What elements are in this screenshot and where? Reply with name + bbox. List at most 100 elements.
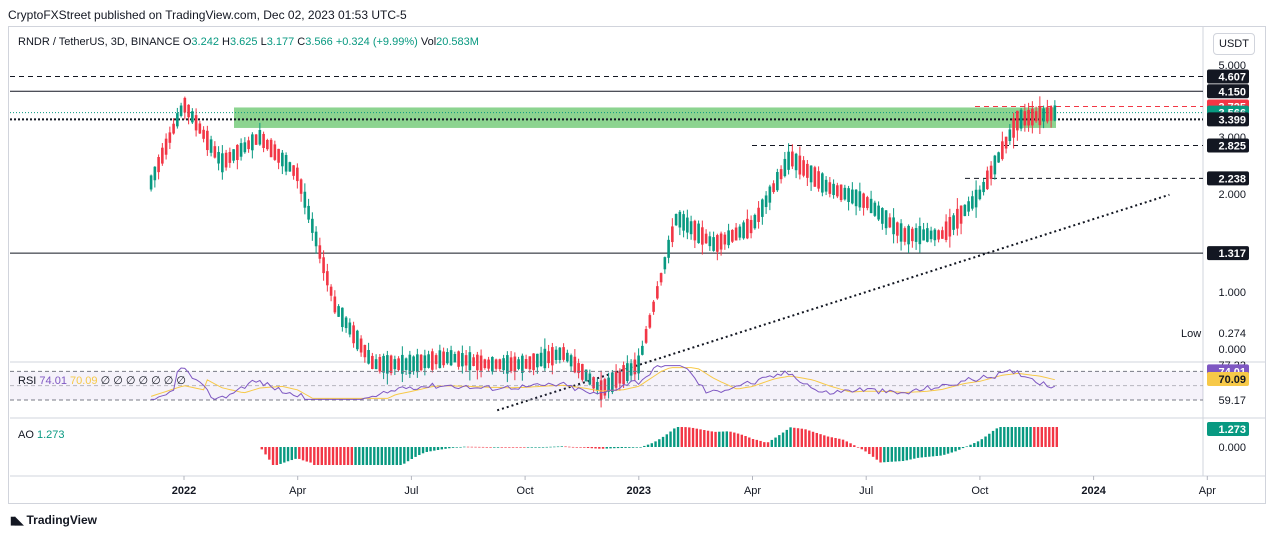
candle-body: [307, 205, 310, 220]
candle-body: [176, 113, 179, 127]
ao-histogram-bar: [489, 447, 492, 448]
candle-body: [757, 207, 760, 222]
ao-histogram-bar: [324, 447, 327, 465]
ao-histogram-bar: [826, 436, 830, 447]
ao-histogram-bar: [568, 446, 571, 448]
candle-body: [1046, 107, 1049, 122]
ao-histogram-bar: [418, 447, 421, 456]
candle-body: [228, 152, 232, 163]
y-tick-label: 5.000: [1218, 60, 1246, 72]
candle-body: [753, 214, 757, 229]
price-label-badge: [1207, 138, 1249, 153]
ao-histogram-bar: [980, 439, 983, 447]
ao-histogram-bar: [384, 447, 387, 465]
candle-body: [427, 354, 430, 368]
ao-histogram-bar: [815, 432, 818, 447]
ao-histogram-bar: [339, 447, 342, 465]
price-label-text: 3.399: [1218, 114, 1246, 126]
ao-histogram-bar: [725, 431, 728, 447]
candle-body: [914, 228, 918, 242]
low-label: L: [260, 36, 267, 48]
ao-histogram-bar: [684, 427, 687, 447]
candle-body: [187, 104, 190, 118]
candle-body: [191, 111, 194, 123]
ao-histogram-bar: [508, 447, 511, 448]
candle-body: [412, 356, 415, 372]
candle-body: [644, 329, 648, 343]
candle-body: [431, 351, 434, 370]
rsi-legend: RSI 74.01 70.09 ∅ ∅ ∅ ∅ ∅ ∅ ∅: [18, 374, 186, 387]
candle-body: [224, 152, 228, 168]
candle-body: [839, 184, 843, 201]
ao-histogram-bar: [451, 447, 455, 448]
ao-histogram-bar: [290, 447, 293, 461]
ao-histogram-bar: [856, 447, 860, 448]
ao-histogram-bar: [406, 447, 410, 462]
ao-histogram-bar: [279, 447, 282, 464]
rsi-label[interactable]: RSI: [18, 375, 37, 387]
price-label-text: 1.317: [1218, 248, 1246, 260]
ao-histogram-bar: [943, 447, 946, 455]
ao-histogram-bar: [635, 447, 638, 448]
ao-histogram-bar: [579, 447, 582, 448]
ao-histogram-bar: [879, 447, 882, 463]
candle-body: [663, 257, 667, 270]
ao-histogram-bar: [609, 447, 612, 449]
candle-body: [359, 338, 363, 353]
candle-body: [967, 201, 970, 212]
ao-histogram-bar: [1018, 427, 1021, 447]
ao-histogram-bar: [1029, 427, 1032, 447]
candle-body: [851, 189, 854, 204]
candle-body: [269, 139, 273, 158]
ao-histogram-bar: [1044, 427, 1047, 447]
ao-histogram-bar: [470, 446, 473, 448]
ao-histogram-bar: [331, 447, 335, 465]
candle-body: [858, 191, 862, 208]
ao-histogram-bar: [699, 429, 702, 447]
ao-histogram-bar: [931, 447, 935, 457]
candle-body: [258, 130, 262, 145]
ao-histogram-bar: [283, 447, 286, 463]
symbol-name[interactable]: RNDR / TetherUS, 3D, BINANCE: [18, 36, 180, 48]
tradingview-brand[interactable]: ▮◣ TradingView: [10, 513, 97, 527]
candle-body: [1001, 141, 1004, 160]
ao-histogram-bar: [759, 440, 762, 447]
price-label-text: 2.825: [1218, 141, 1246, 153]
ao-histogram-bar: [800, 428, 803, 447]
currency-button[interactable]: USDT: [1213, 33, 1255, 55]
ao-histogram-bar: [755, 439, 758, 447]
candle-body: [682, 214, 685, 231]
candle-body: [734, 227, 738, 241]
ao-histogram-bar: [538, 447, 541, 448]
candle-body: [341, 307, 344, 328]
ao-histogram-bar: [354, 447, 357, 465]
candle-body: [629, 363, 633, 376]
candle-body: [603, 379, 607, 396]
ao-histogram-bar: [864, 447, 867, 452]
candle-body: [896, 222, 899, 236]
ao-histogram-bar: [515, 447, 518, 448]
ao-histogram-bar: [661, 436, 665, 447]
ao-histogram-bar: [733, 432, 736, 447]
candle-body: [494, 359, 498, 369]
candle-body: [581, 363, 584, 380]
ao-histogram-bar: [823, 435, 826, 447]
candle-body: [363, 345, 367, 358]
ao-histogram-bar: [920, 447, 923, 458]
candle-body: [476, 354, 479, 371]
ao-histogram-bar: [268, 447, 271, 460]
candle-body: [899, 223, 903, 242]
candle-body: [348, 322, 352, 335]
candle-body: [416, 354, 419, 373]
ao-histogram-bar: [766, 442, 770, 447]
ao-histogram-bar: [999, 427, 1002, 447]
candle-body: [911, 228, 914, 242]
ao-histogram-bar: [1021, 427, 1025, 447]
candle-body: [472, 357, 475, 366]
ao-label[interactable]: AO: [18, 429, 34, 441]
rsi-extra: ∅ ∅ ∅ ∅ ∅ ∅ ∅: [100, 375, 187, 387]
ao-histogram-bar: [436, 447, 440, 451]
ao-histogram-bar: [796, 428, 800, 447]
high-label: H: [222, 36, 230, 48]
